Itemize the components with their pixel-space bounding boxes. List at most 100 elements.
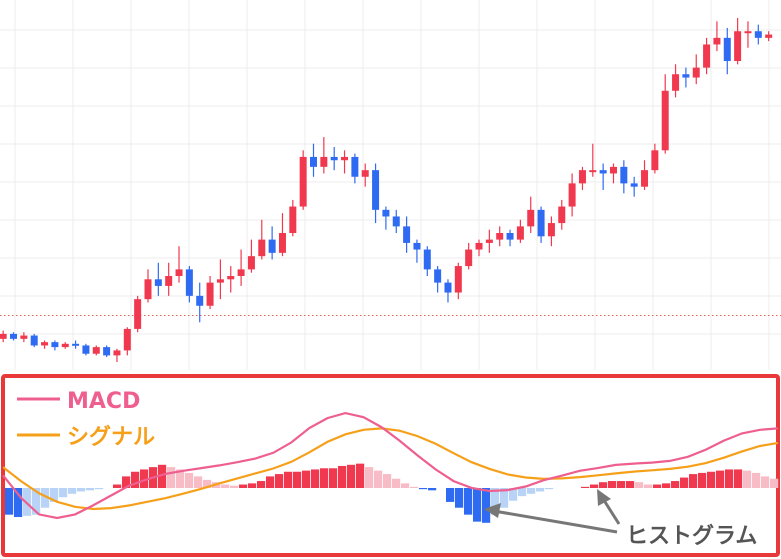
macd-panel <box>1 374 780 557</box>
candle-body <box>165 276 173 286</box>
annotation-arrowhead <box>597 489 611 506</box>
histogram-bar <box>86 488 95 491</box>
candle-body <box>247 256 255 270</box>
histogram-bar <box>473 488 482 522</box>
candle-body <box>227 276 235 280</box>
histogram-bar <box>95 488 104 490</box>
histogram-bar <box>455 488 464 508</box>
histogram-bar <box>500 488 509 508</box>
candle-body <box>0 333 7 339</box>
histogram-bar <box>482 488 491 523</box>
histogram-bar <box>122 476 131 488</box>
candle-body <box>299 156 307 207</box>
histogram-bar <box>671 481 680 488</box>
candlestick-series <box>0 18 773 362</box>
histogram-bar <box>599 482 608 488</box>
histogram-bar <box>518 488 527 497</box>
histogram-bar <box>5 488 14 515</box>
legend: MACD シグナル <box>17 389 155 450</box>
candle-body <box>72 343 80 346</box>
histogram-bar <box>221 484 230 488</box>
legend-signal-label: シグナル <box>67 424 155 450</box>
candle-body <box>268 239 276 253</box>
candle-body <box>206 282 214 306</box>
histogram-bar <box>356 463 365 488</box>
candle-body <box>454 266 462 293</box>
histogram-bar <box>464 488 473 515</box>
histogram-bar <box>581 486 590 488</box>
candle-body <box>547 223 555 237</box>
candle-body <box>651 150 659 171</box>
candle-body <box>506 233 514 240</box>
candle-body <box>134 299 142 329</box>
candle-body <box>578 170 586 184</box>
histogram-bar <box>635 482 644 488</box>
candle-body <box>361 170 369 177</box>
histogram-bar <box>167 467 176 488</box>
histogram-bar <box>509 488 518 501</box>
candle-body <box>320 156 328 167</box>
histogram-bar <box>329 468 338 488</box>
candle-body <box>423 249 431 270</box>
histogram-bar <box>248 483 257 488</box>
candle-body <box>185 269 193 296</box>
candle-body <box>351 156 359 177</box>
histogram-bar <box>77 488 86 492</box>
histogram-bar <box>734 469 743 488</box>
candle-body <box>413 242 421 250</box>
candle-body <box>289 206 297 233</box>
candle-body <box>310 156 318 167</box>
histogram-bar <box>446 488 455 502</box>
histogram-bar <box>176 469 185 488</box>
candle-body <box>30 335 38 346</box>
candle-body <box>92 347 100 354</box>
histogram-bar <box>617 481 626 488</box>
candle-body <box>609 166 617 174</box>
histogram-bar <box>374 470 383 488</box>
price-grid <box>0 0 781 370</box>
candle-body <box>175 269 183 276</box>
annotation-arrowhead <box>484 503 501 518</box>
histogram-bar <box>284 471 293 488</box>
histogram-bar <box>626 481 635 488</box>
histogram-bar <box>653 484 662 488</box>
histogram-bar <box>347 464 356 488</box>
histogram-annotation: ヒストグラム <box>484 489 757 549</box>
candle-body <box>61 343 69 348</box>
candle-body <box>496 233 504 240</box>
histogram-bar <box>545 488 554 490</box>
histogram-bar <box>68 488 77 494</box>
candle-body <box>41 342 49 346</box>
histogram-bar <box>140 469 149 488</box>
histogram-bar <box>131 471 140 488</box>
candle-body <box>620 166 628 184</box>
histogram-bar <box>770 478 779 488</box>
candle-body <box>103 347 111 356</box>
candle-body <box>537 209 545 237</box>
histogram-bar <box>761 476 770 488</box>
histogram-bar <box>113 484 122 488</box>
candle-body <box>196 295 204 306</box>
histogram-bar <box>491 488 500 515</box>
candle-body <box>754 31 762 38</box>
histogram-bar <box>14 488 23 517</box>
candle-body <box>144 279 152 300</box>
histogram-bar <box>158 464 167 488</box>
annotation-arrow <box>487 508 618 534</box>
histogram-bar <box>293 471 302 488</box>
candle-body <box>51 342 59 348</box>
histogram-bar <box>239 484 248 488</box>
histogram-bar <box>59 488 68 498</box>
candle-body <box>703 44 711 68</box>
histogram-bar <box>707 471 716 488</box>
candle-body <box>82 345 90 354</box>
histogram-bar <box>536 488 545 492</box>
histogram-bar <box>338 465 347 488</box>
histogram-bar <box>752 472 761 488</box>
candle-body <box>154 279 162 286</box>
histogram-bar <box>320 468 329 488</box>
histogram-bar <box>716 470 725 488</box>
candle-body <box>516 226 524 240</box>
histogram-bar <box>311 469 320 488</box>
